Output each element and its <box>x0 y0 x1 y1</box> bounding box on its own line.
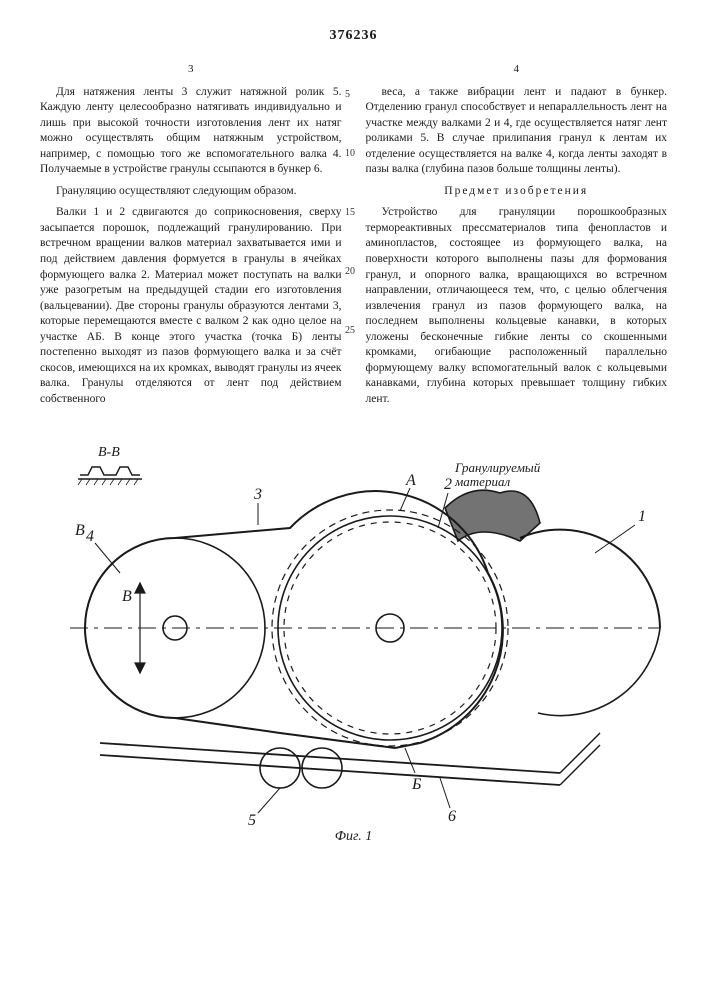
material-pile <box>445 490 540 541</box>
document-number: 376236 <box>0 0 707 44</box>
label-4: 4 <box>86 528 94 545</box>
label-Б: Б <box>411 776 422 793</box>
label-В-leader: В <box>75 522 85 539</box>
label-В-upper: В <box>122 588 132 605</box>
right-p2: Устройство для грануляции порошкообразны… <box>366 205 668 407</box>
figure-svg: 1 2 3 4 5 6 А Б В В <box>0 433 707 863</box>
line-marker: 20 <box>345 267 355 277</box>
label-6: 6 <box>448 808 456 825</box>
right-column: 4 веса, а также вибрации лент и падают в… <box>366 62 668 413</box>
right-col-number: 4 <box>366 62 668 77</box>
left-col-number: 3 <box>40 62 342 77</box>
label-1: 1 <box>638 508 646 525</box>
left-column: 3 Для натяжения ленты 3 служит натяжной … <box>40 62 342 413</box>
line-marker: 15 <box>345 208 355 218</box>
label-3: 3 <box>253 486 262 503</box>
figure-1: В-В Гранулируемый материал <box>0 433 707 863</box>
label-A: А <box>405 472 416 489</box>
label-2: 2 <box>444 476 452 493</box>
line-marker: 5 <box>345 90 355 100</box>
left-p3: Валки 1 и 2 сдвигаются до соприкосновени… <box>40 205 342 407</box>
main-assembly <box>70 488 660 813</box>
line-number-gutter: 5 10 15 20 25 <box>345 90 355 385</box>
figure-caption: Фиг. 1 <box>0 829 707 845</box>
left-p2: Грануляцию осуществляют следующим образо… <box>40 184 342 200</box>
right-p1: веса, а также вибрации лент и падают в б… <box>366 85 668 178</box>
callouts: 1 2 3 4 5 6 А Б В В <box>75 472 646 829</box>
claims-title: Предмет изобретения <box>366 184 668 200</box>
label-5: 5 <box>248 812 256 829</box>
section-detail <box>78 467 142 485</box>
line-marker: 10 <box>345 149 355 159</box>
left-p1: Для натяжения ленты 3 служит натяжной ро… <box>40 85 342 178</box>
line-marker: 25 <box>345 326 355 336</box>
